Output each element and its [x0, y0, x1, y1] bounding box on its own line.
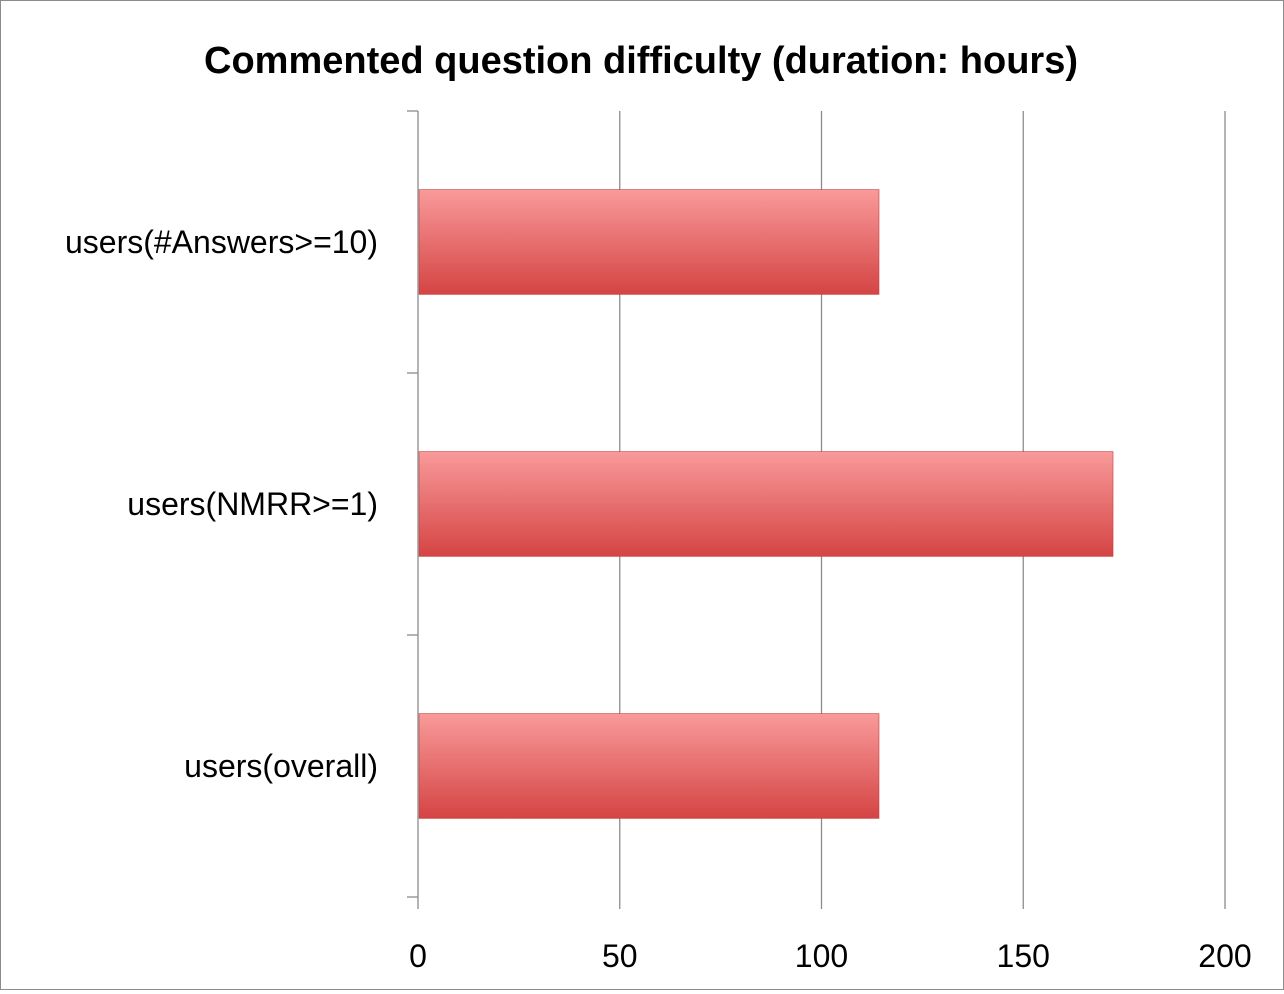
bar — [418, 189, 880, 295]
x-tick-label: 0 — [409, 938, 427, 974]
category-label: users(overall) — [184, 748, 378, 784]
category-label: users(NMRR>=1) — [127, 486, 378, 522]
bar — [418, 451, 1114, 557]
bar — [418, 713, 880, 819]
category-label: users(#Answers>=10) — [65, 224, 378, 260]
x-tick-label: 50 — [602, 938, 638, 974]
x-tick-label: 150 — [997, 938, 1050, 974]
axes — [407, 110, 419, 909]
chart-title: Commented question difficulty (duration:… — [204, 40, 1078, 82]
bars — [418, 189, 1114, 819]
x-tick-label: 100 — [795, 938, 848, 974]
x-tick-label: 200 — [1198, 938, 1251, 974]
labels: 0 50 100 150 200 users(#Answers>=10) users(NMR… — [65, 224, 1252, 974]
